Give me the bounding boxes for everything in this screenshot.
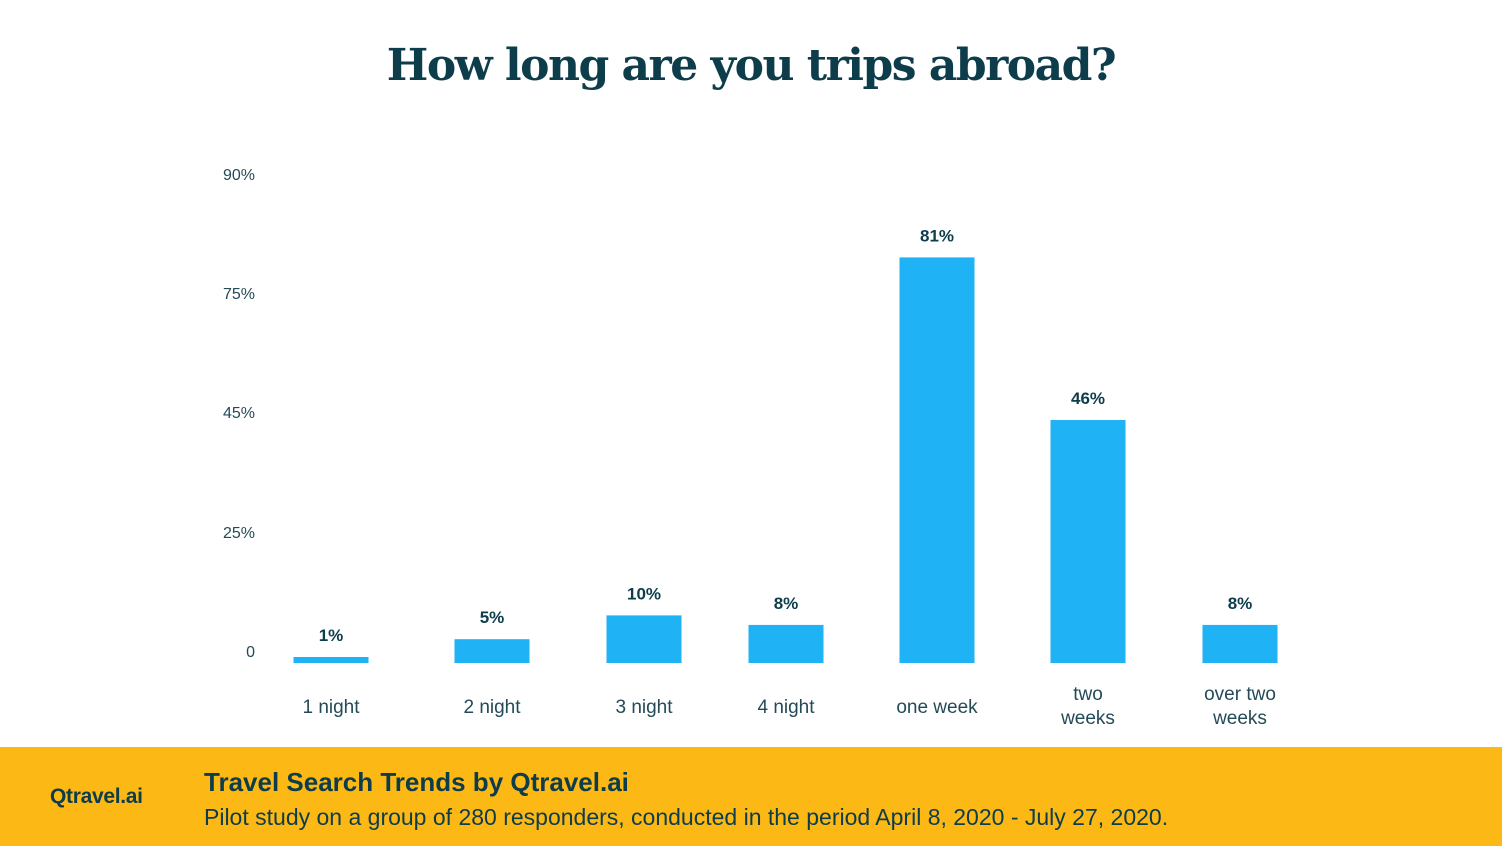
bar <box>899 257 975 663</box>
brand-logo: Qtravel.ai <box>50 785 143 808</box>
data-label: 1% <box>319 626 344 645</box>
footer-subtitle: Pilot study on a group of 280 responders… <box>204 804 1169 830</box>
data-label: 81% <box>920 226 954 245</box>
bar-chart: 0 25% 45% 75% 90% 1% 5% 10% 8% 81% 46% 8% 1 night 2… <box>223 167 1278 729</box>
y-tick-label: 0 <box>246 644 255 661</box>
bar <box>748 624 824 663</box>
data-label: 8% <box>1228 594 1253 613</box>
y-tick-label: 75% <box>223 286 255 303</box>
y-tick-label: 45% <box>223 405 255 422</box>
x-tick-label: 3 night <box>615 697 673 718</box>
data-label: 10% <box>627 584 661 603</box>
bar <box>606 615 682 663</box>
y-tick-label: 90% <box>223 167 255 184</box>
footer-banner: Qtravel.ai Travel Search Trends by Qtrav… <box>0 747 1502 846</box>
bars <box>293 257 1278 663</box>
footer-title: Travel Search Trends by Qtravel.ai <box>204 767 629 797</box>
value-labels: 1% 5% 10% 8% 81% 46% 8% <box>319 226 1253 645</box>
bar <box>1202 624 1278 663</box>
x-tick-label: 4 night <box>757 697 815 718</box>
x-tick-label: 1 night <box>302 697 360 718</box>
x-tick-label: one week <box>896 697 978 718</box>
data-label: 5% <box>480 608 505 627</box>
y-axis: 0 25% 45% 75% 90% <box>223 167 255 661</box>
data-label: 46% <box>1071 389 1105 408</box>
x-tick-label: 2 night <box>463 697 521 718</box>
y-tick-label: 25% <box>223 525 255 542</box>
x-tick-label: two weeks <box>1060 684 1115 729</box>
bar <box>454 639 530 663</box>
bar <box>293 657 369 663</box>
bar <box>1050 420 1126 663</box>
x-tick-label: over two weeks <box>1204 684 1276 729</box>
data-label: 8% <box>774 594 799 613</box>
x-axis: 1 night 2 night 3 night 4 night one week two w… <box>302 684 1275 729</box>
chart-title: How long are you trips abroad? <box>386 40 1117 91</box>
